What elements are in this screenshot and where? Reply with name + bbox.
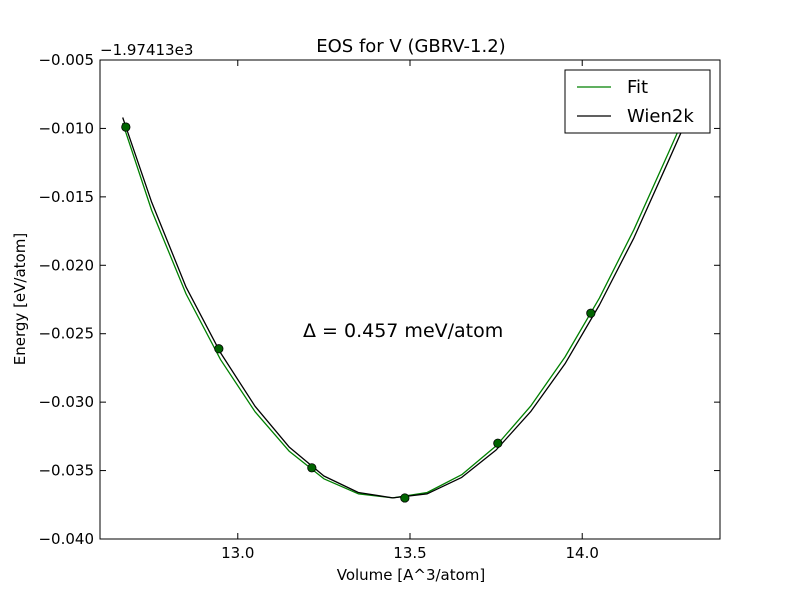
chart-title: EOS for V (GBRV-1.2) [316,36,505,57]
data-point-1 [214,344,224,354]
data-point-markers [121,122,596,503]
delta-annotation: Δ = 0.457 meV/atom [303,320,503,342]
y-tick-label: −0.040 [38,530,94,548]
axis-ticks: 13.0 13.5 14.0 −0.040 −0.035 −0.030 −0.025 −0.0… [38,51,720,562]
x-tick-label: 13.5 [393,544,426,562]
x-tick-label: 13.0 [221,544,254,562]
series-line-wien2k [122,114,690,499]
x-tick-label: 14.0 [566,544,599,562]
data-point-4 [493,438,503,448]
y-offset-label: −1.97413e3 [100,41,193,59]
data-point-2 [307,463,317,473]
y-tick-label: −0.020 [38,256,94,274]
legend: Fit Wien2k [564,69,711,134]
data-point-0 [121,122,131,132]
y-tick-label: −0.010 [38,119,94,137]
y-tick-label: −0.030 [38,393,94,411]
data-point-3 [400,493,410,503]
y-tick-label: −0.005 [38,51,94,69]
y-axis-label: Energy [eV/atom] [11,233,29,365]
y-tick-label: −0.015 [38,188,94,206]
legend-box [564,69,711,134]
y-tick-label: −0.025 [38,325,94,343]
legend-label-wien2k: Wien2k [627,106,694,127]
y-tick-label: −0.035 [38,462,94,480]
series-lines [122,106,690,499]
data-point-5 [586,308,596,318]
legend-label-fit: Fit [627,77,648,98]
series-line-fit [122,106,690,499]
x-axis-label: Volume [A^3/atom] [337,566,486,584]
